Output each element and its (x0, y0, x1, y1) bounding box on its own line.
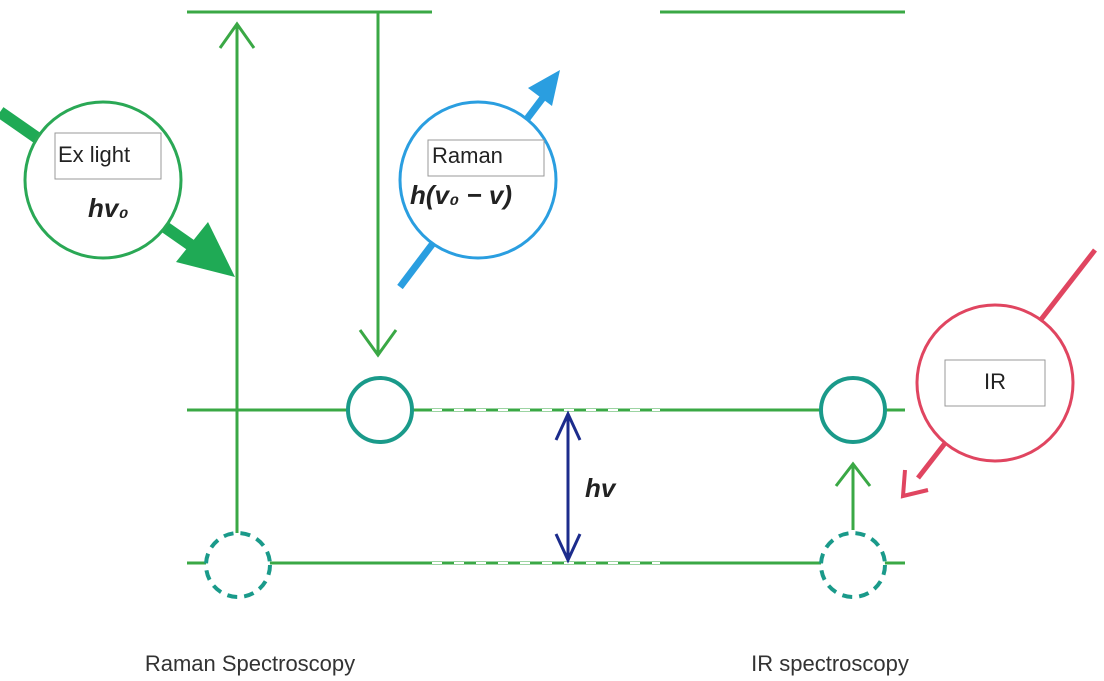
arrow-head (834, 461, 872, 487)
arrow-head (176, 222, 235, 277)
caption: Raman Spectroscopy (145, 651, 355, 676)
gap-arrow (554, 410, 582, 564)
molecules (204, 376, 887, 599)
raman-energy: h(v₀ − v) (410, 180, 512, 210)
molecule-ground (819, 531, 887, 599)
arrow-head (358, 329, 398, 358)
arrow-head (900, 469, 929, 499)
transitions (218, 12, 872, 533)
label-box (944, 359, 1046, 407)
ex-label: Ex light (58, 142, 130, 167)
label-box (427, 139, 545, 177)
raman-label: Raman (432, 143, 503, 168)
ir-light: IR (900, 248, 1097, 499)
label-box (54, 132, 162, 180)
molecule (346, 376, 414, 444)
ir-label: IR (984, 369, 1006, 394)
raman-light: Raman h(v₀ − v) (397, 70, 560, 290)
level-dashes (432, 409, 660, 564)
ex-light: Ex light hv₀ (0, 100, 235, 277)
arrow-head (554, 533, 582, 564)
ex-circle (23, 100, 183, 260)
arrow-head (528, 70, 560, 106)
molecule (819, 376, 887, 444)
gap-energy: hv (585, 473, 617, 503)
arrow-head (554, 410, 582, 441)
caption: IR spectroscopy (751, 651, 909, 676)
molecule-ground (204, 531, 272, 599)
arrow-head (218, 21, 256, 49)
ex-energy: hv₀ (88, 193, 129, 223)
